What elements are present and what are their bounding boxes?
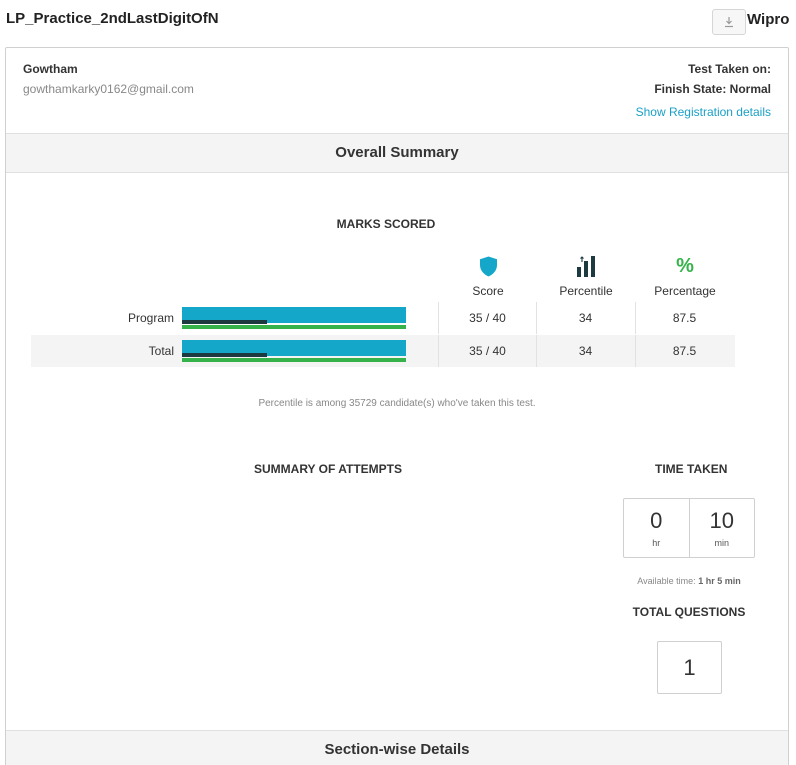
total-questions-value: 1 [657, 641, 722, 694]
available-time-label: Available time: [637, 576, 696, 586]
row-label: Program [127, 311, 174, 325]
marks-row-program: Program 35 / 40 34 87.5 [31, 302, 735, 334]
candidate-name: Gowtham [23, 62, 78, 76]
percentage-label: Percentage [654, 284, 716, 298]
row-label: Total [148, 344, 174, 358]
candidate-email: gowthamkarky0162@gmail.com [23, 82, 194, 96]
hours-unit: hr [652, 538, 661, 548]
test-taken-label: Test Taken on: [688, 62, 771, 76]
percentile-note: Percentile is among 35729 candidate(s) w… [258, 398, 536, 409]
section-wise-header[interactable]: Section-wise Details [6, 730, 788, 765]
score-bar [182, 340, 406, 362]
report-card: Gowtham gowthamkarky0162@gmail.com Test … [5, 47, 789, 765]
percentile-label: Percentile [559, 284, 613, 298]
percentile-bar-fill [182, 353, 268, 357]
download-icon [725, 17, 733, 28]
percentile-value: 34 [536, 335, 634, 367]
available-time-value: 1 hr 5 min [698, 576, 741, 586]
hours-cell: 0 hr [624, 499, 689, 557]
hours-value: 0 [650, 508, 663, 533]
score-label: Score [472, 284, 504, 298]
score-column-header: Score [439, 255, 537, 298]
score-bar-fill [182, 340, 406, 356]
minutes-value: 10 [709, 508, 734, 533]
download-button[interactable] [712, 9, 746, 35]
top-bar: LP_Practice_2ndLastDigitOfN Wipro [0, 0, 796, 44]
time-taken-title: TIME TAKEN [655, 462, 728, 476]
percentage-column-header: % Percentage [636, 255, 734, 298]
marks-scored-title: MARKS SCORED [336, 217, 436, 231]
bar-chart-icon [577, 256, 595, 277]
percentile-column-header: Percentile [537, 255, 635, 298]
available-time: Available time: 1 hr 5 min [623, 576, 755, 586]
score-value: 35 / 40 [438, 335, 536, 367]
minutes-unit: min [714, 538, 729, 548]
show-registration-link[interactable]: Show Registration details [635, 105, 771, 119]
minutes-cell: 10 min [688, 499, 755, 557]
test-meta: Test Taken on: Finish State: Normal Show… [636, 62, 771, 119]
summary-of-attempts-title: SUMMARY OF ATTEMPTS [254, 462, 402, 476]
overall-summary-header: Overall Summary [6, 133, 788, 173]
score-bar [182, 307, 406, 329]
finish-state: Finish State: Normal [654, 82, 771, 96]
test-title: LP_Practice_2ndLastDigitOfN [6, 10, 219, 27]
percentile-value: 34 [536, 302, 634, 334]
percentage-bar-fill [182, 358, 406, 362]
brand-name: Wipro [747, 11, 790, 28]
percentage-bar-fill [182, 325, 406, 329]
marks-row-total: Total 35 / 40 34 87.5 [31, 335, 735, 367]
percentile-bar-fill [182, 320, 268, 324]
shield-icon [479, 256, 497, 277]
total-questions-title: TOTAL QUESTIONS [632, 605, 746, 619]
percentage-value: 87.5 [635, 335, 733, 367]
score-value: 35 / 40 [438, 302, 536, 334]
time-taken-box: 0 hr 10 min [623, 498, 755, 558]
score-bar-fill [182, 307, 406, 323]
percentage-value: 87.5 [635, 302, 733, 334]
percent-icon: % [676, 255, 694, 277]
